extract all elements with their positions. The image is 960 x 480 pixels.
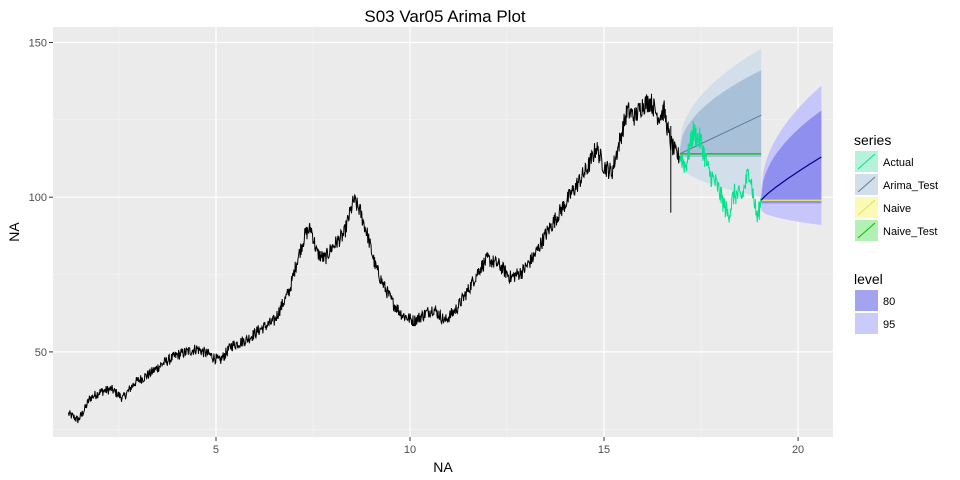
legend-item-label: Arima_Test: [883, 180, 938, 192]
legend-key: [855, 313, 878, 334]
chart-title: S03 Var05 Arima Plot: [364, 7, 526, 26]
y-tick-label: 50: [35, 347, 47, 359]
legend-item-naive: Naive: [855, 197, 911, 218]
y-tick-label: 150: [29, 37, 47, 49]
x-tick-label: 10: [404, 444, 416, 456]
legend-key-line: [857, 176, 876, 193]
legend-level-80: 80: [855, 290, 895, 311]
legend-key-line: [857, 199, 876, 216]
history-line: [68, 93, 681, 424]
legend-item-naive-test: Naive_Test: [855, 220, 937, 241]
legend-item-label: 80: [883, 296, 895, 308]
arima-test-line: [679, 114, 762, 155]
legend-key-line: [857, 222, 876, 239]
x-tick-label: 5: [213, 444, 219, 456]
actual-line: [679, 121, 762, 223]
series-lines: [68, 93, 822, 424]
legend-series-items: Actual Arima_Test Naive Naive_Test: [855, 151, 938, 241]
forecast-bands: [679, 48, 822, 225]
legend-item-actual: Actual: [855, 151, 914, 172]
legend-level-items: 80 95: [855, 290, 895, 334]
legend-item-label: Naive_Test: [883, 226, 937, 238]
x-axis-title: NA: [433, 459, 453, 475]
legend-item-label: 95: [883, 319, 895, 331]
legend-key: [855, 290, 878, 311]
x-axis: 5 10 15 20: [213, 437, 804, 456]
legend-item-label: Actual: [883, 157, 914, 169]
legend-level-95: 95: [855, 313, 895, 334]
y-tick-label: 100: [29, 192, 47, 204]
legend-item-arima-test: Arima_Test: [855, 174, 938, 195]
x-tick-label: 20: [792, 444, 804, 456]
y-axis-title: NA: [6, 222, 22, 242]
legend-series-title: series: [854, 132, 891, 148]
forecast-line: [760, 156, 822, 201]
y-axis: 50 100 150: [29, 37, 53, 359]
legend-level-title: level: [854, 271, 883, 287]
legend-key-line: [857, 153, 876, 170]
forecast-band-80: [761, 110, 822, 204]
legend-item-label: Naive: [883, 203, 911, 215]
legend: series Actual Arima_Test Naive Naive_Test l…: [854, 132, 938, 334]
x-tick-label: 15: [598, 444, 610, 456]
